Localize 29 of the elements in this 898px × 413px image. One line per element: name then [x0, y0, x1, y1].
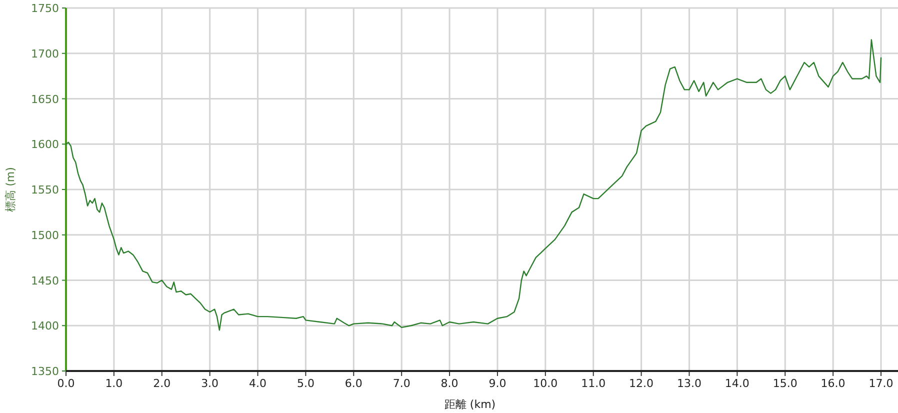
y-tick-label: 1650 — [31, 92, 59, 106]
x-tick-label: 1.0 — [105, 377, 123, 390]
x-tick-label: 15.0 — [772, 377, 798, 390]
y-tick-label: 1600 — [31, 138, 59, 152]
y-tick-label: 1550 — [31, 184, 59, 196]
y-tick-label: 1750 — [31, 2, 59, 15]
x-tick-label: 5.0 — [296, 377, 314, 390]
x-tick-label: 17.0 — [868, 377, 894, 390]
x-tick-label: 14.0 — [724, 377, 750, 390]
x-tick-label: 16.0 — [820, 377, 846, 390]
x-tick-label: 11.0 — [581, 377, 606, 390]
x-tick-label: 7.0 — [392, 377, 410, 390]
x-tick-label: 2.0 — [153, 377, 171, 390]
x-tick-label: 13.0 — [676, 377, 702, 390]
y-tick-label: 1350 — [31, 365, 59, 378]
y-tick-label: 1450 — [31, 274, 59, 288]
y-tick-label: 1700 — [31, 47, 59, 60]
x-tick-label: 3.0 — [201, 377, 219, 390]
x-tick-label: 10.0 — [533, 377, 558, 390]
x-tick-label: 4.0 — [249, 377, 267, 390]
y-tick-label: 1500 — [31, 228, 59, 242]
y-axis-title: 標高 (m) — [4, 167, 17, 212]
x-tick-label: 0.0 — [57, 377, 75, 390]
x-tick-label: 9.0 — [488, 377, 506, 390]
x-tick-label: 6.0 — [344, 377, 362, 390]
x-tick-label: 12.0 — [629, 377, 654, 390]
x-axis-title: 距離 (km) — [444, 398, 496, 411]
y-tick-label: 1400 — [31, 320, 59, 333]
x-tick-label: 8.0 — [440, 377, 458, 390]
